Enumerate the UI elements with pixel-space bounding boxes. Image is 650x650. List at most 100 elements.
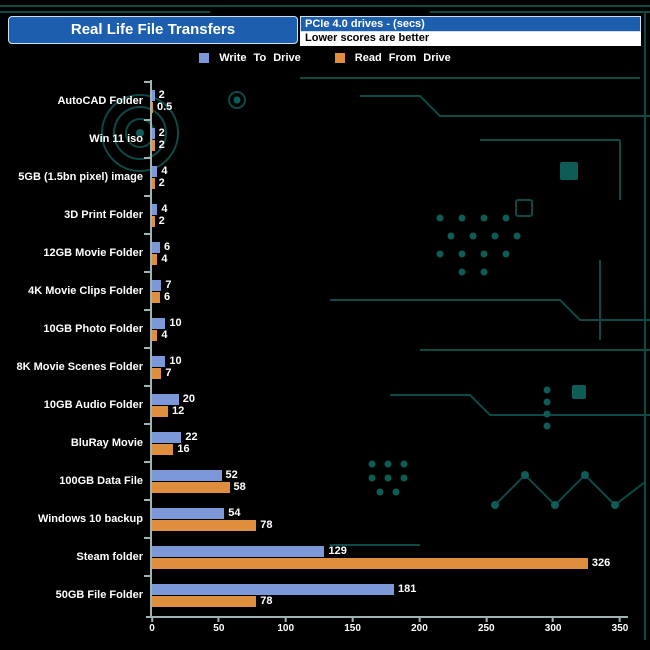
chart-row: 4K Movie Clips Folder 7 6	[28, 271, 620, 310]
read-bar	[152, 519, 257, 531]
write-bar	[152, 279, 162, 291]
write-bar	[152, 469, 222, 481]
chart-row: BluRay Movie 22 16	[71, 423, 620, 462]
write-bar	[152, 165, 158, 177]
read-bar	[152, 481, 230, 493]
x-axis-tick: 0	[149, 618, 155, 634]
drive-type-label: PCIe 4.0 drives - (secs)	[300, 16, 641, 32]
x-axis	[146, 616, 628, 618]
value-label: 326	[591, 556, 611, 569]
chart-row: 12GB Movie Folder 6 4	[43, 233, 620, 272]
category-label: Steam folder	[76, 551, 143, 563]
value-label: 78	[260, 594, 273, 607]
value-label: 16	[177, 442, 190, 455]
x-axis-tick: 250	[478, 618, 495, 634]
read-bar	[152, 595, 257, 607]
category-label: 3D Print Folder	[64, 209, 143, 221]
value-label: 22	[185, 430, 198, 443]
read-bar	[152, 443, 174, 455]
value-label: 181	[398, 582, 417, 595]
category-label: 100GB Data File	[59, 475, 143, 487]
chart-title-text: Real Life File Transfers	[70, 21, 236, 38]
value-label: 4	[161, 328, 168, 341]
write-legend-swatch	[199, 53, 210, 63]
chart-row: 50GB File Folder 181 78	[56, 575, 620, 614]
value-label: 4	[161, 252, 168, 265]
read-bar	[152, 367, 162, 379]
write-bar	[152, 127, 155, 139]
write-bar	[152, 241, 161, 253]
category-label: 8K Movie Scenes Folder	[16, 361, 143, 373]
read-bar	[152, 139, 155, 151]
chart-row: Steam folder 129 326	[76, 537, 620, 576]
write-bar	[152, 89, 155, 101]
category-label: 10GB Audio Folder	[43, 399, 143, 411]
value-label: 20	[182, 392, 195, 405]
read-bar	[152, 405, 169, 417]
category-label: 50GB File Folder	[55, 589, 143, 601]
value-label: 52	[225, 468, 238, 481]
category-label: Windows 10 backup	[37, 513, 143, 525]
value-label: 6	[164, 240, 171, 253]
value-label: 10	[169, 316, 182, 329]
read-bar	[152, 557, 588, 569]
chart-row: 10GB Photo Folder 10 4	[43, 309, 620, 348]
read-bar	[152, 291, 161, 303]
chart-row: AutoCAD Folder 2 0.5	[57, 81, 620, 120]
write-bar	[152, 203, 158, 215]
chart-row: Windows 10 backup 54 78	[38, 499, 620, 538]
chart-row: Win 11 iso 2 2	[89, 119, 620, 158]
value-label: 78	[260, 518, 273, 531]
x-axis-tick: 150	[344, 618, 361, 634]
read-bar	[152, 101, 153, 113]
write-bar	[152, 545, 325, 557]
value-label: 2	[158, 138, 165, 151]
value-label: 2	[158, 176, 165, 189]
value-label: 7	[165, 366, 172, 379]
category-label: 12GB Movie Folder	[43, 247, 143, 259]
read-bar	[152, 177, 155, 189]
write-bar	[152, 393, 179, 405]
x-axis-tick: 300	[545, 618, 561, 634]
x-axis-tick: 200	[411, 618, 428, 634]
write-bar	[152, 583, 395, 595]
y-axis	[150, 80, 152, 618]
write-bar	[152, 317, 166, 329]
x-axis-tick: 350	[612, 618, 628, 634]
category-label: AutoCAD Folder	[57, 95, 143, 107]
value-label: 12	[172, 404, 185, 417]
write-legend-label: Write To Drive	[219, 52, 301, 64]
category-label: Win 11 iso	[89, 133, 143, 145]
value-label: 58	[233, 480, 246, 493]
write-bar	[152, 355, 166, 367]
read-bar	[152, 253, 158, 265]
value-label: 2	[158, 214, 165, 227]
x-axis-ticks: 0 50 100 150 200 250 300 350	[149, 618, 628, 642]
chart-row: 10GB Audio Folder 20 12	[44, 385, 620, 424]
category-label: 10GB Photo Folder	[43, 323, 143, 335]
x-axis-tick: 50	[213, 618, 224, 634]
chart-title: Real Life File Transfers	[8, 16, 298, 44]
read-bar	[152, 215, 155, 227]
read-legend-label: Read From Drive	[354, 52, 451, 64]
write-bar	[152, 431, 182, 443]
value-label: 4	[161, 202, 168, 215]
header-info-boxes: PCIe 4.0 drives - (secs) Lower scores ar…	[300, 16, 641, 46]
category-label: 4K Movie Clips Folder	[28, 285, 143, 297]
value-label: 7	[165, 278, 172, 291]
chart-row: 8K Movie Scenes Folder 10 7	[16, 347, 620, 386]
legend: Write To Drive Read From Drive	[0, 52, 650, 64]
write-bar	[152, 507, 225, 519]
value-label: 129	[328, 544, 347, 557]
category-label: BluRay Movie	[70, 437, 143, 449]
value-label: 10	[169, 354, 182, 367]
x-axis-tick: 100	[277, 618, 294, 634]
lower-is-better-note: Lower scores are better	[300, 32, 641, 46]
read-bar	[152, 329, 158, 341]
value-label: 4	[161, 164, 168, 177]
value-label: 0.5	[157, 100, 173, 113]
category-label: 5GB (1.5bn pixel) image	[18, 171, 143, 183]
value-label: 2	[158, 126, 165, 139]
